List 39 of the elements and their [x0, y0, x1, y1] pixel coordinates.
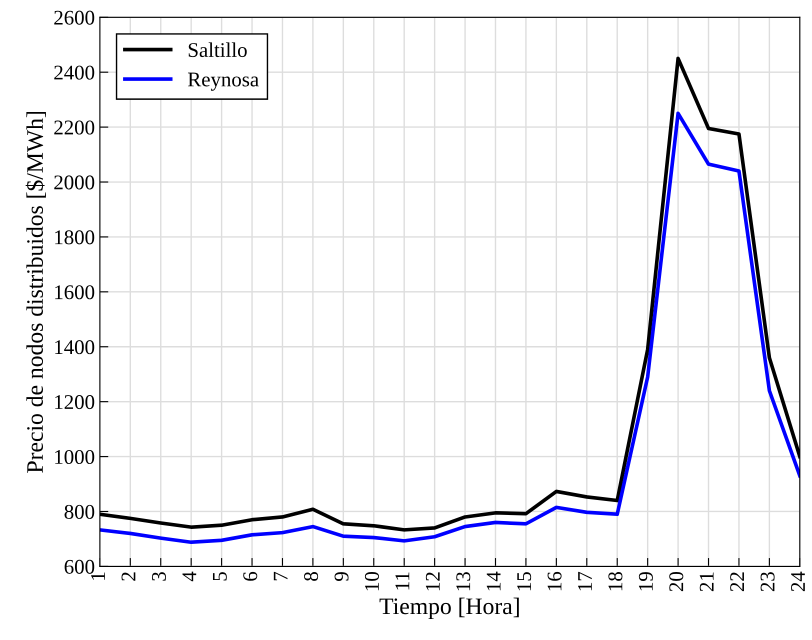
- x-tick-label: 11: [395, 572, 410, 590]
- x-tick-label: 8: [304, 572, 318, 581]
- x-tick-label: 3: [152, 572, 166, 581]
- x-tick-label: 22: [730, 572, 744, 592]
- legend-label: Saltillo: [188, 42, 247, 58]
- legend-label: Reynosa: [188, 72, 259, 91]
- x-tick-label: 14: [486, 572, 501, 590]
- x-axis-title: Tiempo [Hora]: [380, 598, 519, 620]
- y-tick-label: 600: [64, 560, 94, 574]
- y-tick-label: 2400: [54, 66, 94, 80]
- x-tick-label: 6: [243, 572, 258, 581]
- y-tick-label: 2000: [54, 175, 94, 190]
- y-axis-title: Precio de nodos distribuidos [$/MWh]: [26, 112, 46, 473]
- x-tick-label: 12: [426, 572, 440, 590]
- x-tick-label: 16: [548, 572, 562, 590]
- y-tick-label: 2600: [54, 10, 94, 25]
- y-tick-label: 2200: [54, 120, 94, 135]
- y-tick-label: 1000: [55, 450, 94, 464]
- x-tick-label: 15: [517, 572, 532, 590]
- x-tick-label: 4: [182, 572, 196, 582]
- x-tick-label: 2: [122, 572, 136, 581]
- x-tick-label: 10: [364, 572, 379, 590]
- y-tick-label: 1800: [55, 230, 94, 244]
- x-tick-label: 19: [638, 572, 653, 590]
- x-tick-label: 5: [212, 572, 227, 580]
- x-tick-label: 23: [760, 572, 775, 592]
- y-tick-label: 1400: [55, 340, 94, 354]
- x-tick-label: 9: [334, 572, 349, 582]
- x-tick-label: 21: [700, 572, 714, 592]
- x-tick-label: 20: [669, 572, 684, 592]
- x-tick-label: 1: [91, 572, 105, 580]
- x-tick-label: 24: [791, 572, 805, 592]
- y-tick-label: 800: [64, 504, 94, 519]
- y-tick-label: 1600: [55, 285, 94, 300]
- y-tick-label: 1200: [55, 395, 94, 410]
- x-tick-label: 13: [456, 572, 470, 590]
- x-tick-label: 7: [274, 572, 288, 580]
- x-tick-label: 17: [578, 572, 592, 590]
- x-tick-label: 18: [608, 572, 622, 590]
